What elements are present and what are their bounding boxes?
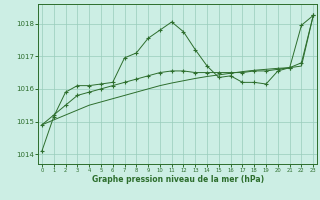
X-axis label: Graphe pression niveau de la mer (hPa): Graphe pression niveau de la mer (hPa) xyxy=(92,175,264,184)
